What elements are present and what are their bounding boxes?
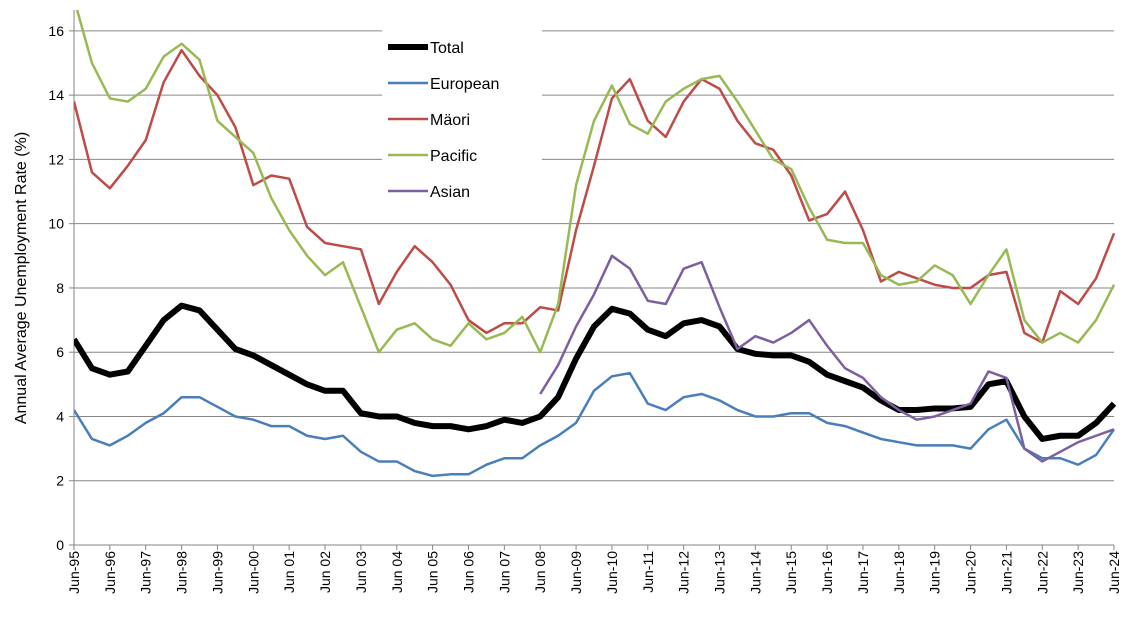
x-tick-label: Jun-21 bbox=[998, 551, 1014, 594]
x-tick-label: Jun-17 bbox=[855, 551, 871, 594]
y-axis-label: Annual Average Unemployment Rate (%) bbox=[13, 132, 30, 424]
x-tick-label: Jun-98 bbox=[174, 551, 190, 594]
x-tick-label: Jun-23 bbox=[1070, 551, 1086, 594]
y-tick-label: 4 bbox=[56, 408, 64, 424]
legend-label: Total bbox=[430, 40, 464, 57]
x-tick-label: Jun 06 bbox=[460, 551, 476, 593]
x-tick-label: Jun-10 bbox=[604, 551, 620, 594]
x-tick-label: Jun-96 bbox=[102, 551, 118, 594]
x-tick-label: Jun 08 bbox=[532, 551, 548, 593]
series-line bbox=[75, 10, 1116, 354]
x-tick-label: Jun-16 bbox=[819, 551, 835, 594]
x-tick-label: Jun-00 bbox=[245, 551, 261, 594]
legend-label: Mäori bbox=[430, 112, 470, 129]
x-tick-label: Jun-15 bbox=[783, 551, 799, 594]
y-tick-label: 0 bbox=[56, 537, 64, 553]
y-tick-label: 10 bbox=[48, 216, 64, 232]
x-tick-label: Jun 04 bbox=[389, 551, 405, 593]
x-tick-label: Jun-19 bbox=[927, 551, 943, 594]
x-tick-label: Jun-95 bbox=[66, 551, 82, 594]
series-line bbox=[539, 254, 1115, 463]
y-tick-label: 12 bbox=[48, 151, 64, 167]
x-tick-label: Jun-13 bbox=[712, 551, 728, 594]
legend-label: Pacific bbox=[430, 148, 477, 165]
x-tick-label: Jun-20 bbox=[963, 551, 979, 594]
series-line bbox=[74, 302, 1116, 442]
x-tick-label: Jun 03 bbox=[353, 551, 369, 593]
plot-area bbox=[74, 10, 1116, 478]
y-tick-label: 14 bbox=[48, 87, 64, 103]
x-tick-label: Jun-18 bbox=[891, 551, 907, 594]
y-tick-label: 8 bbox=[56, 280, 64, 296]
x-tick-label: Jun-97 bbox=[138, 551, 154, 594]
legend-label: Asian bbox=[430, 184, 470, 201]
x-tick-label: Jun 01 bbox=[281, 551, 297, 593]
x-tick-label: Jun 02 bbox=[317, 551, 333, 593]
x-tick-label: Jun-22 bbox=[1034, 551, 1050, 594]
series-line bbox=[74, 48, 1116, 344]
legend-label: European bbox=[430, 76, 499, 93]
y-tick-label: 6 bbox=[56, 344, 64, 360]
x-tick-label: Jun 07 bbox=[496, 551, 512, 593]
x-tick-label: Jun-99 bbox=[209, 551, 225, 594]
x-tick-label: Jun-14 bbox=[747, 551, 763, 594]
series-line bbox=[74, 371, 1116, 478]
x-tick-label: Jun-12 bbox=[676, 551, 692, 594]
y-tick-label: 2 bbox=[56, 473, 64, 489]
x-tick-label: Jun 05 bbox=[425, 551, 441, 593]
x-tick-label: Jun-09 bbox=[568, 551, 584, 594]
y-tick-label: 16 bbox=[48, 23, 64, 39]
x-tick-label: Jun-24 bbox=[1106, 551, 1122, 594]
x-tick-label: Jun-11 bbox=[640, 551, 656, 593]
